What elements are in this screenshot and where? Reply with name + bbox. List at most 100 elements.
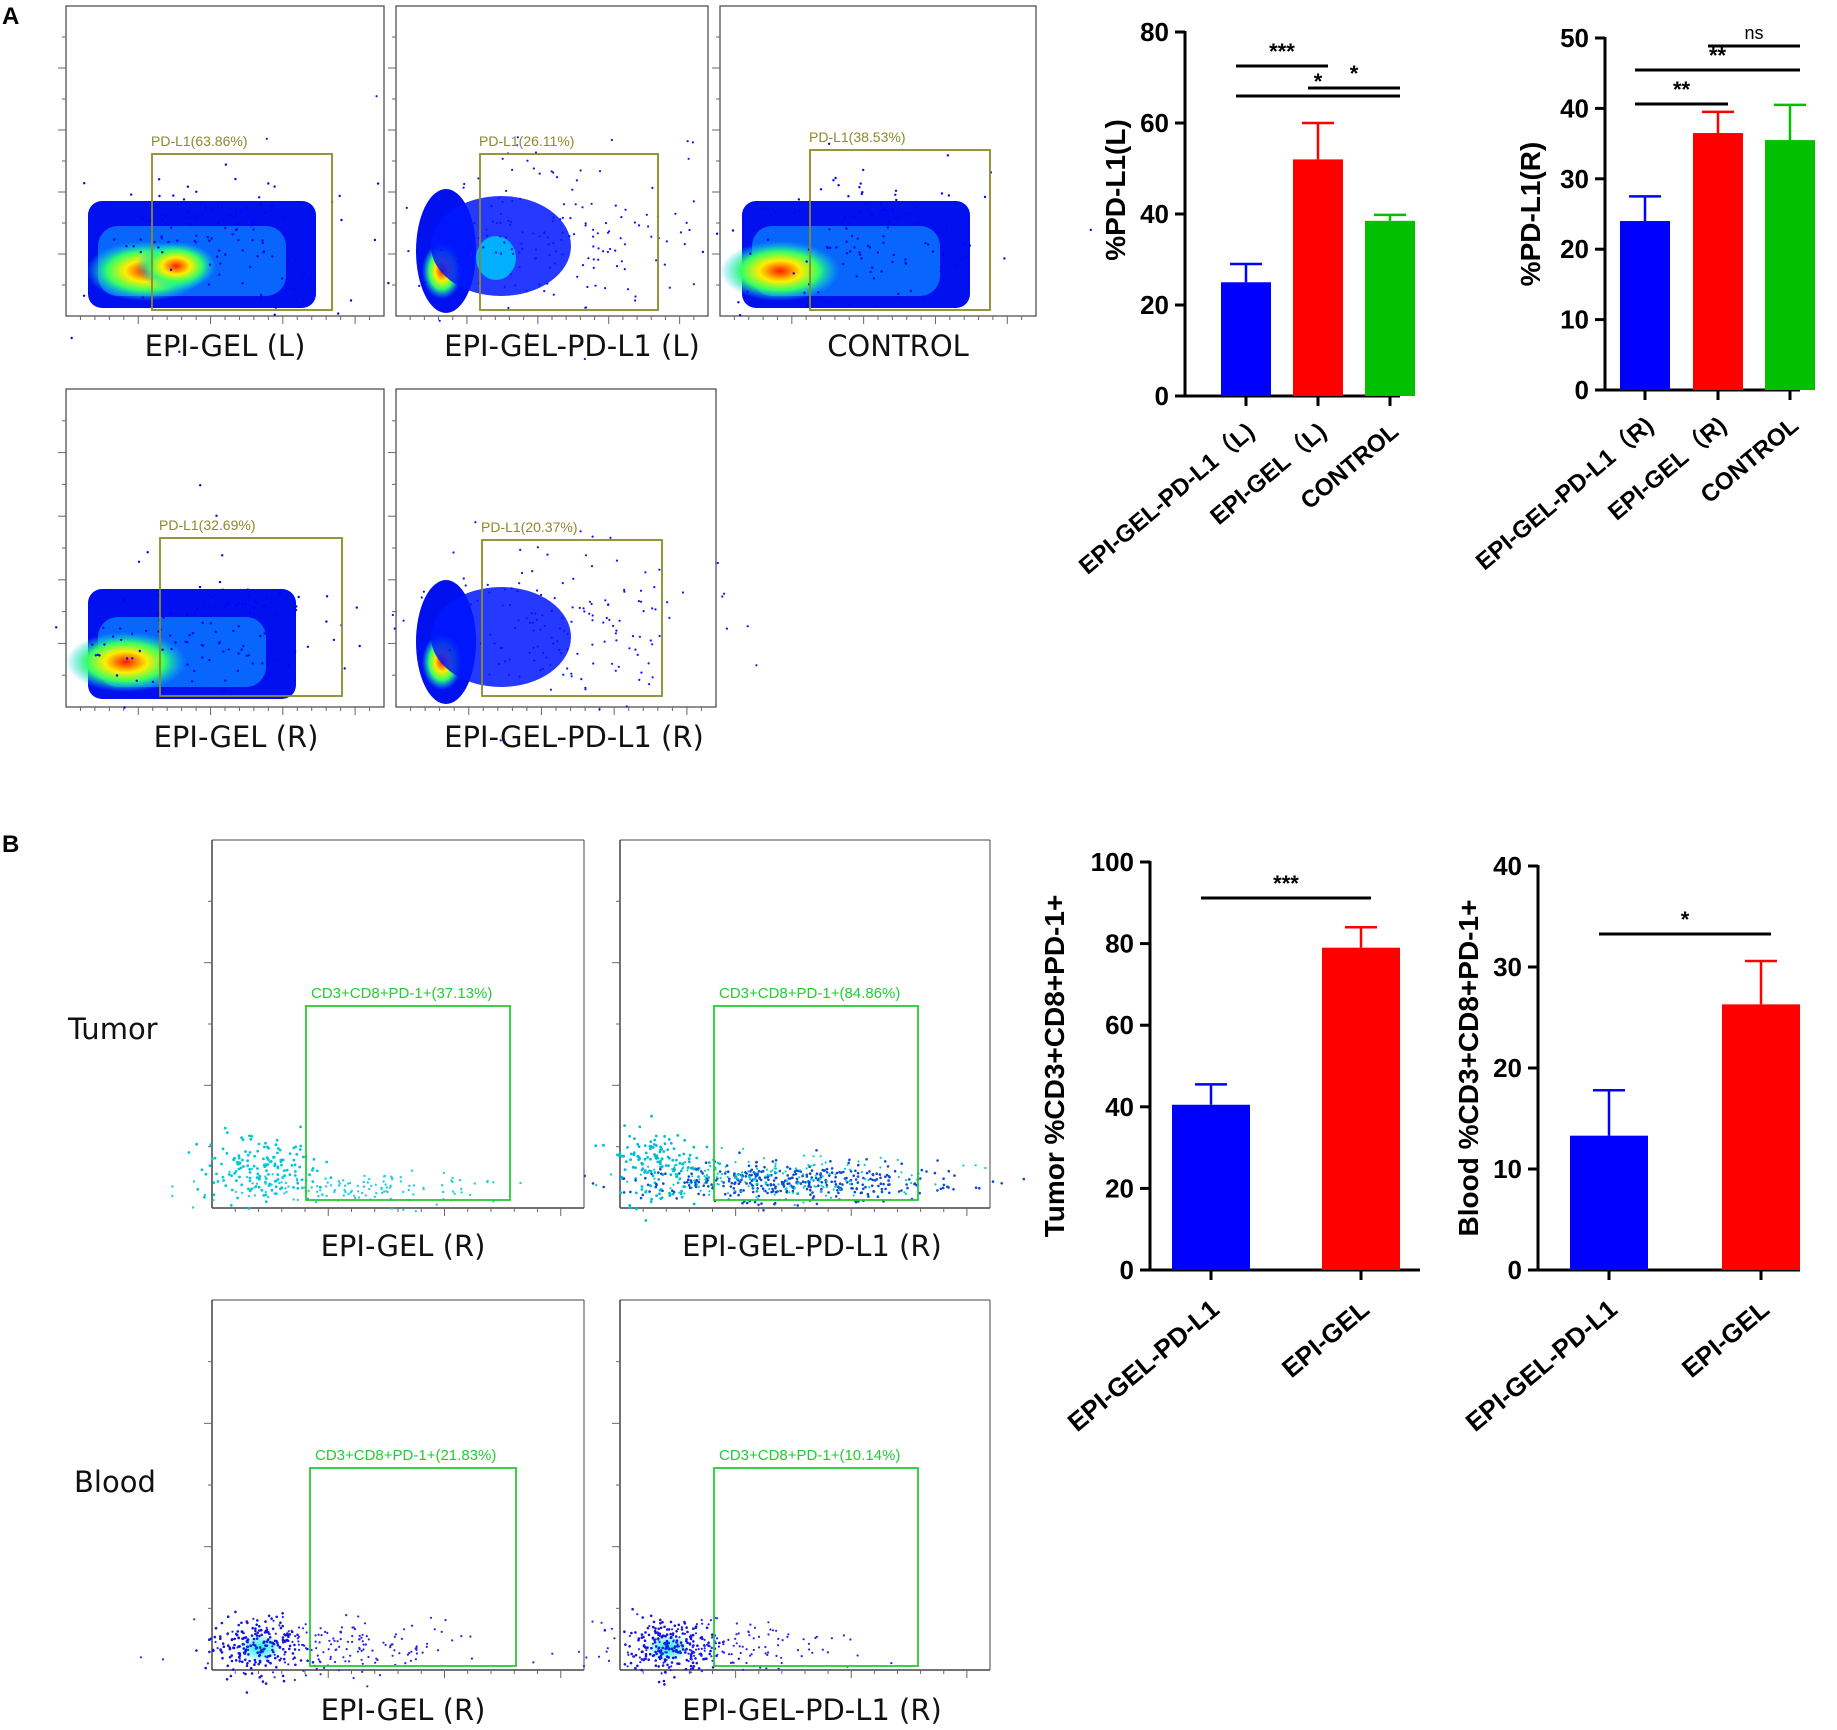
y-tick-label: 0: [1575, 375, 1589, 405]
event-dot: [591, 1620, 594, 1623]
event-dot: [807, 1181, 811, 1185]
event-dot: [847, 1161, 850, 1165]
event-dot: [637, 600, 641, 603]
event-dot: [693, 1651, 696, 1654]
event-dot: [741, 1645, 744, 1648]
event-dot: [509, 603, 512, 607]
event-dot: [722, 1643, 725, 1646]
gate-label: PD-L1(26.11%): [479, 133, 574, 149]
event-dot: [275, 613, 278, 616]
event-dot: [885, 209, 888, 212]
event-dot: [363, 1174, 366, 1178]
event-dot: [248, 1134, 251, 1138]
event-dot: [786, 1635, 789, 1638]
event-dot: [288, 1152, 292, 1155]
event-dot: [769, 1628, 772, 1631]
event-dot: [730, 1653, 733, 1656]
event-dot: [245, 1640, 248, 1643]
event-dot: [326, 1181, 329, 1184]
event-dot: [264, 1200, 268, 1204]
event-dot: [644, 1176, 647, 1180]
event-dot: [290, 1164, 294, 1167]
event-dot: [684, 1649, 687, 1652]
event-dot: [848, 1158, 851, 1162]
event-dot: [764, 1645, 767, 1649]
event-dot: [608, 618, 611, 622]
event-dot: [193, 1618, 196, 1621]
event-dot: [378, 1674, 382, 1677]
event-dot: [227, 648, 230, 651]
event-dot: [452, 551, 455, 554]
event-dot: [230, 1638, 234, 1641]
event-dot: [643, 1639, 647, 1642]
event-dot: [808, 1648, 811, 1651]
event-dot: [306, 645, 310, 648]
event-dot: [410, 1169, 414, 1172]
gate-label: CD3+CD8+PD-1+(84.86%): [719, 985, 900, 1002]
event-dot: [854, 1200, 858, 1204]
event-dot: [237, 1161, 240, 1165]
event-dot: [775, 1654, 778, 1657]
event-dot: [208, 1164, 212, 1168]
event-dot: [678, 1662, 681, 1665]
event-dot: [294, 1663, 297, 1667]
event-dot: [865, 1171, 869, 1175]
event-dot: [257, 1663, 260, 1666]
event-dot: [633, 1137, 636, 1140]
event-dot: [647, 662, 650, 665]
event-dot: [258, 1653, 262, 1657]
event-dot: [314, 1634, 317, 1637]
event-dot: [648, 1652, 652, 1656]
event-dot: [701, 1637, 704, 1641]
event-dot: [942, 1183, 946, 1187]
event-dot: [766, 1173, 769, 1176]
event-dot: [262, 1157, 265, 1161]
event-dot: [629, 1152, 633, 1156]
event-dot: [642, 610, 645, 613]
y-tick-label: 20: [1105, 1173, 1134, 1203]
event-dot: [830, 1167, 834, 1170]
event-dot: [294, 1635, 297, 1638]
event-dot: [694, 1626, 698, 1630]
event-dot: [402, 619, 405, 622]
event-dot: [298, 1165, 302, 1169]
event-dot: [258, 196, 261, 199]
event-dot: [119, 627, 122, 630]
event-dot: [499, 252, 503, 255]
event-dot: [653, 1171, 657, 1174]
event-dot: [214, 630, 217, 633]
event-dot: [233, 1643, 236, 1647]
event-dot: [285, 1190, 288, 1194]
event-dot: [538, 283, 541, 286]
event-dot: [284, 1650, 287, 1654]
event-dot: [703, 1175, 706, 1178]
event-dot: [241, 1158, 244, 1162]
event-dot: [301, 1155, 305, 1159]
event-dot: [581, 264, 585, 267]
event-dot: [255, 1176, 259, 1179]
event-dot: [619, 1191, 623, 1195]
event-dot: [411, 1624, 414, 1627]
gate-rect: [151, 153, 333, 311]
event-dot: [196, 607, 199, 611]
event-dot: [727, 1180, 731, 1183]
event-dot: [825, 1167, 829, 1171]
event-dot: [883, 1160, 887, 1163]
event-dot: [384, 1183, 387, 1186]
event-dot: [887, 1175, 891, 1178]
event-dot: [668, 286, 671, 289]
event-dot: [578, 606, 581, 610]
event-dot: [240, 1183, 244, 1187]
event-dot: [561, 617, 564, 620]
event-dot: [182, 198, 186, 201]
event-dot: [896, 1158, 899, 1162]
y-tick-label: 0: [1120, 1255, 1134, 1285]
event-dot: [536, 589, 539, 592]
event-dot: [879, 202, 883, 206]
event-dot: [737, 1182, 741, 1186]
event-dot: [584, 686, 587, 689]
event-dot: [905, 1183, 908, 1186]
event-dot: [703, 1644, 706, 1647]
event-dot: [552, 642, 555, 645]
event-dot: [476, 599, 479, 602]
